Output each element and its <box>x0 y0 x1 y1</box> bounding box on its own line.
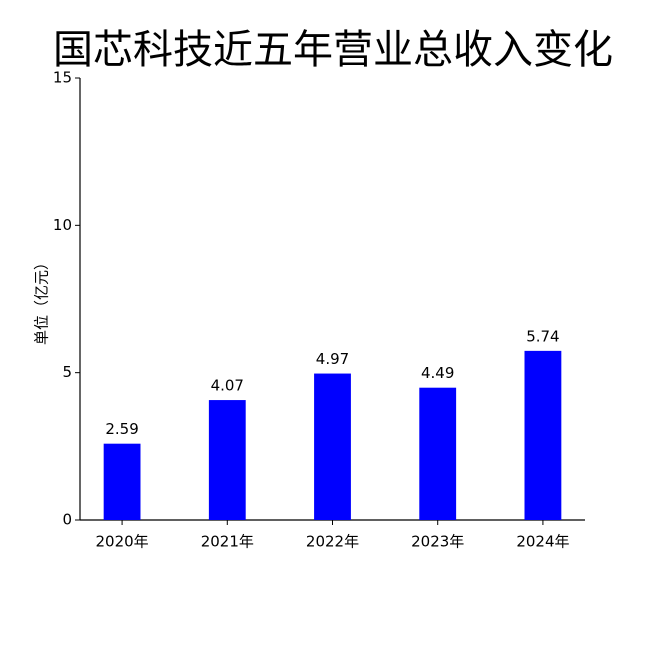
x-tick-label: 2020年 <box>95 533 148 551</box>
bar <box>208 400 246 520</box>
y-tick-label: 15 <box>53 69 72 87</box>
y-tick-label: 0 <box>62 511 72 529</box>
y-axis-label: 单位（亿元） <box>33 255 51 345</box>
x-tick-label: 2023年 <box>411 533 464 551</box>
chart-title: 国芯科技近五年营业总收入变化 <box>53 27 613 73</box>
value-label: 4.97 <box>316 350 349 368</box>
x-tick-label: 2021年 <box>201 533 254 551</box>
value-label: 4.07 <box>211 377 244 395</box>
bar <box>314 373 351 520</box>
value-label: 4.49 <box>421 364 454 382</box>
x-tick-label: 2022年 <box>306 533 359 551</box>
bar <box>419 387 457 520</box>
y-tick-label: 10 <box>53 216 72 234</box>
bar <box>103 443 141 520</box>
value-label: 2.59 <box>105 420 138 438</box>
value-label: 5.74 <box>526 327 559 345</box>
y-tick-label: 5 <box>62 363 72 381</box>
x-tick-label: 2024年 <box>516 533 569 551</box>
bar <box>524 350 562 520</box>
